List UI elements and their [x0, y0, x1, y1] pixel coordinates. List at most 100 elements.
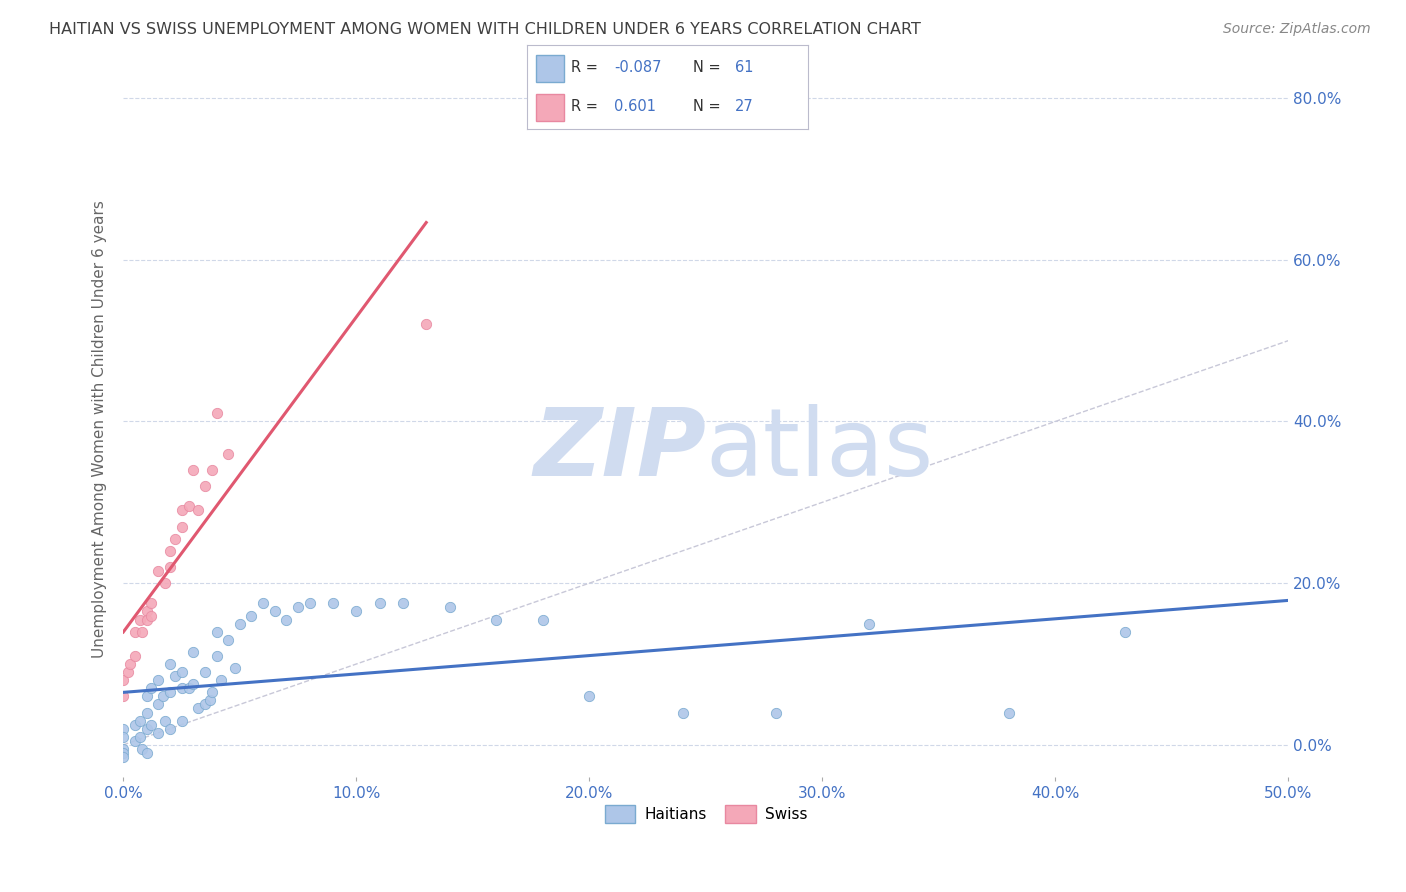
Point — [170, 714, 193, 728]
Text: HAITIAN VS SWISS UNEMPLOYMENT AMONG WOMEN WITH CHILDREN UNDER 6 YEARS CORRELATIO: HAITIAN VS SWISS UNEMPLOYMENT AMONG WOME… — [49, 22, 921, 37]
Point — [415, 318, 437, 332]
Point — [198, 693, 221, 707]
Point — [124, 624, 146, 639]
Y-axis label: Unemployment Among Women with Children Under 6 years: Unemployment Among Women with Children U… — [93, 201, 107, 658]
Point — [128, 730, 150, 744]
Point — [263, 604, 285, 618]
Point — [170, 519, 193, 533]
Point — [124, 648, 146, 663]
Point — [1114, 624, 1136, 639]
Text: -0.087: -0.087 — [614, 61, 662, 76]
Point — [135, 706, 157, 720]
Point — [194, 698, 217, 712]
Point — [128, 714, 150, 728]
Point — [112, 730, 135, 744]
Text: 27: 27 — [735, 98, 754, 113]
Point — [135, 722, 157, 736]
Point — [201, 685, 224, 699]
Point — [531, 613, 554, 627]
Point — [124, 717, 146, 731]
Point — [177, 681, 200, 696]
Point — [858, 616, 880, 631]
Point — [671, 706, 693, 720]
Point — [155, 714, 177, 728]
Point — [148, 564, 170, 578]
Point — [322, 596, 344, 610]
Point — [148, 725, 170, 739]
Point — [181, 677, 204, 691]
Point — [112, 742, 135, 756]
Text: ZIP: ZIP — [533, 404, 706, 497]
Point — [159, 657, 181, 671]
Legend: Haitians, Swiss: Haitians, Swiss — [599, 799, 813, 829]
Point — [439, 600, 461, 615]
Text: R =: R = — [571, 61, 602, 76]
Point — [344, 604, 367, 618]
Point — [765, 706, 787, 720]
Point — [177, 500, 200, 514]
Point — [205, 624, 228, 639]
Point — [131, 742, 153, 756]
Point — [128, 613, 150, 627]
Point — [112, 746, 135, 760]
Text: Source: ZipAtlas.com: Source: ZipAtlas.com — [1223, 22, 1371, 37]
Point — [194, 479, 217, 493]
Point — [135, 690, 157, 704]
Point — [217, 632, 239, 647]
Point — [485, 613, 508, 627]
Point — [148, 698, 170, 712]
Point — [148, 673, 170, 688]
Point — [187, 503, 209, 517]
FancyBboxPatch shape — [536, 54, 564, 82]
Point — [229, 616, 252, 631]
Point — [298, 596, 321, 610]
Point — [368, 596, 391, 610]
Point — [187, 701, 209, 715]
Point — [124, 734, 146, 748]
Point — [287, 600, 309, 615]
Text: R =: R = — [571, 98, 602, 113]
Point — [392, 596, 415, 610]
Point — [252, 596, 274, 610]
Point — [135, 746, 157, 760]
Point — [159, 544, 181, 558]
Point — [141, 681, 163, 696]
Point — [112, 750, 135, 764]
Point — [159, 722, 181, 736]
Point — [141, 608, 163, 623]
Point — [170, 503, 193, 517]
Point — [209, 673, 232, 688]
Point — [159, 560, 181, 574]
Point — [276, 613, 298, 627]
FancyBboxPatch shape — [536, 94, 564, 120]
Point — [205, 406, 228, 420]
Point — [205, 648, 228, 663]
Text: N =: N = — [693, 98, 725, 113]
Point — [170, 665, 193, 679]
Point — [163, 669, 186, 683]
Point — [155, 576, 177, 591]
Point — [112, 722, 135, 736]
Point — [578, 690, 600, 704]
Point — [117, 665, 139, 679]
Point — [224, 661, 246, 675]
Point — [163, 532, 186, 546]
Text: atlas: atlas — [706, 404, 934, 497]
Text: 0.601: 0.601 — [614, 98, 657, 113]
Point — [181, 645, 204, 659]
Point — [240, 608, 263, 623]
Point — [112, 690, 135, 704]
Point — [135, 604, 157, 618]
Point — [201, 463, 224, 477]
Point — [170, 681, 193, 696]
Point — [141, 717, 163, 731]
Text: 61: 61 — [735, 61, 754, 76]
Point — [141, 596, 163, 610]
Point — [152, 690, 174, 704]
Point — [159, 685, 181, 699]
Point — [194, 665, 217, 679]
Point — [131, 624, 153, 639]
Point — [112, 673, 135, 688]
Text: N =: N = — [693, 61, 725, 76]
Point — [997, 706, 1019, 720]
